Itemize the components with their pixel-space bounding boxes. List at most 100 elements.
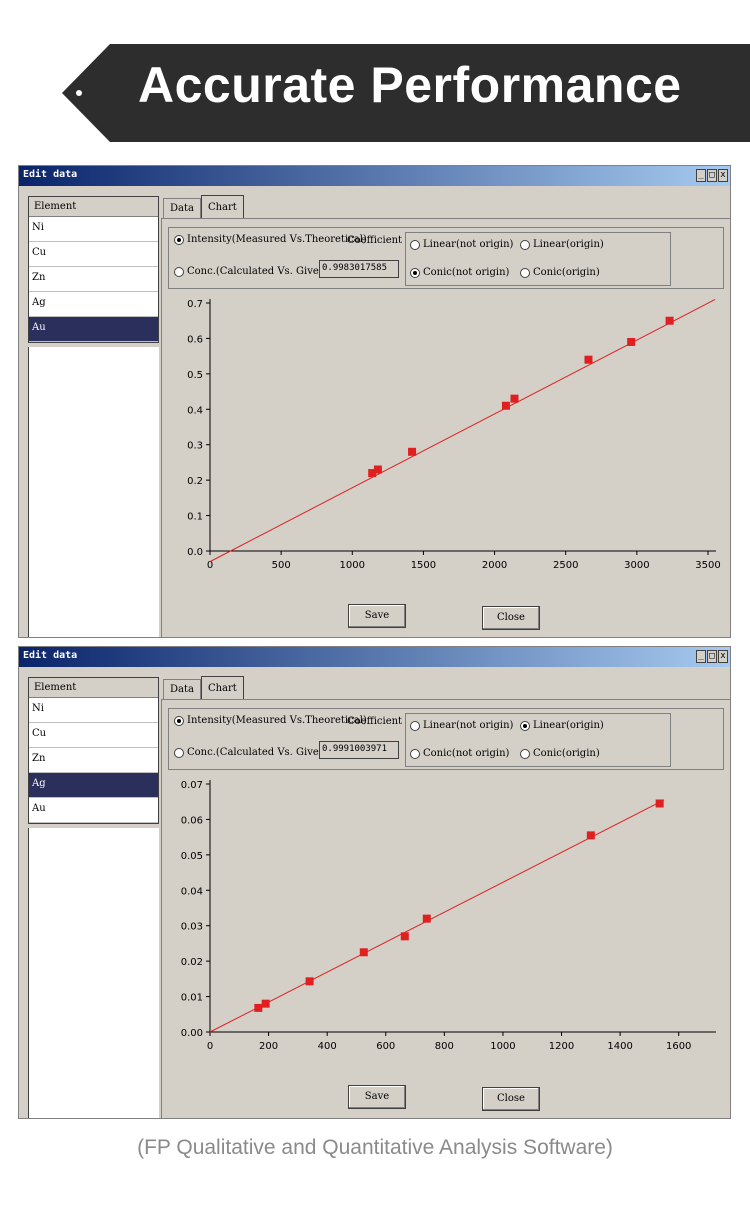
fit-options-group: Linear(not origin) Linear(origin) Conic(no…	[405, 713, 671, 767]
x-tick-label: 400	[318, 1041, 337, 1052]
element-list: Element Ni Cu Zn Ag Au	[28, 196, 159, 343]
edit-data-window: Edit data _ □ x Element Ni Cu Zn Ag Au Data Chart In…	[18, 646, 731, 1119]
x-tick-label: 800	[435, 1041, 454, 1052]
x-tick-label: 0	[207, 1041, 213, 1052]
y-tick-label: 0.7	[187, 299, 203, 310]
y-tick-label: 0.5	[187, 370, 203, 381]
maximize-button[interactable]: □	[707, 169, 717, 182]
coefficient-value: 0.9983017585	[319, 260, 399, 278]
minimize-button[interactable]: _	[696, 650, 706, 663]
y-tick-label: 0.4	[187, 405, 203, 416]
radio-icon	[520, 720, 530, 731]
x-tick-label: 1600	[666, 1041, 691, 1052]
chart-panel: Intensity(Measured Vs.Theoretical) Coeffi…	[161, 218, 731, 638]
close-button[interactable]: Close	[482, 1087, 540, 1111]
save-button[interactable]: Save	[348, 1085, 406, 1109]
element-list-empty-area	[28, 347, 159, 637]
title-bar[interactable]: Edit data _ □ x	[19, 166, 730, 186]
intensity-label: Intensity(Measured Vs.Theoretical)	[187, 715, 367, 726]
conc-radio[interactable]: Conc.(Calculated Vs. Given)	[174, 266, 329, 277]
x-tick-label: 2000	[482, 560, 507, 571]
element-row-ni[interactable]: Ni	[29, 698, 158, 723]
data-point	[501, 401, 510, 410]
data-point	[359, 948, 368, 957]
close-button[interactable]: Close	[482, 606, 540, 630]
fit-option-label: Conic(origin)	[533, 748, 600, 759]
conc-radio[interactable]: Conc.(Calculated Vs. Given)	[174, 747, 329, 758]
window-controls: _ □ x	[696, 169, 728, 182]
fit-option-2[interactable]: Conic(not origin)	[410, 748, 509, 759]
y-tick-label: 0.04	[181, 886, 203, 897]
intensity-label: Intensity(Measured Vs.Theoretical)	[187, 234, 367, 245]
element-row-cu[interactable]: Cu	[29, 723, 158, 748]
tab-data[interactable]: Data	[163, 679, 201, 699]
x-tick-label: 2500	[553, 560, 578, 571]
tab-data[interactable]: Data	[163, 198, 201, 218]
fit-option-3[interactable]: Conic(origin)	[520, 267, 600, 278]
fit-option-label: Linear(origin)	[533, 720, 604, 731]
coefficient-label: Coefficient	[347, 716, 403, 727]
y-tick-label: 0.6	[187, 334, 203, 345]
intensity-radio[interactable]: Intensity(Measured Vs.Theoretical)	[174, 234, 367, 245]
radio-icon	[174, 234, 184, 245]
x-tick-label: 1000	[340, 560, 365, 571]
intensity-radio[interactable]: Intensity(Measured Vs.Theoretical)	[174, 715, 367, 726]
conc-label: Conc.(Calculated Vs. Given)	[187, 266, 330, 277]
window-controls: _ □ x	[696, 650, 728, 663]
maximize-button[interactable]: □	[707, 650, 717, 663]
tab-bar: Data Chart	[163, 195, 244, 218]
tab-chart[interactable]: Chart	[200, 676, 244, 699]
fit-option-1[interactable]: Linear(origin)	[520, 239, 604, 250]
element-list: Element Ni Cu Zn Ag Au	[28, 677, 159, 824]
caption: (FP Qualitative and Quantitative Analysi…	[137, 1136, 613, 1159]
data-point	[408, 447, 417, 456]
y-tick-label: 0.05	[181, 851, 203, 862]
element-row-zn[interactable]: Zn	[29, 267, 158, 292]
fit-option-label: Conic(not origin)	[423, 748, 510, 759]
fit-option-1[interactable]: Linear(origin)	[520, 720, 604, 731]
fit-option-0[interactable]: Linear(not origin)	[410, 720, 513, 731]
tab-bar: Data Chart	[163, 676, 244, 699]
element-row-ni[interactable]: Ni	[29, 217, 158, 242]
banner-shape	[62, 44, 750, 142]
fit-option-0[interactable]: Linear(not origin)	[410, 239, 513, 250]
y-tick-label: 0.3	[187, 441, 203, 452]
data-point	[368, 469, 377, 478]
calibration-chart: 0.00 0.01 0.02 0.03 0.04 0.05 0.06 0.07 0 200 400 6…	[168, 776, 724, 1088]
fit-option-2[interactable]: Conic(not origin)	[410, 267, 509, 278]
element-row-cu[interactable]: Cu	[29, 242, 158, 267]
element-row-au[interactable]: Au	[29, 798, 158, 823]
data-point	[422, 914, 431, 923]
element-row-au[interactable]: Au	[29, 317, 158, 342]
minimize-button[interactable]: _	[696, 169, 706, 182]
fit-option-3[interactable]: Conic(origin)	[520, 748, 600, 759]
radio-icon	[174, 747, 184, 758]
chart-panel: Intensity(Measured Vs.Theoretical) Coeffi…	[161, 699, 731, 1119]
title-bar[interactable]: Edit data _ □ x	[19, 647, 730, 667]
chart-options: Intensity(Measured Vs.Theoretical) Coeffi…	[168, 708, 724, 770]
radio-icon	[174, 266, 184, 277]
data-point	[627, 337, 636, 346]
tab-chart[interactable]: Chart	[200, 195, 244, 218]
fit-line	[209, 799, 665, 1033]
radio-icon	[410, 748, 420, 759]
x-tick-label: 3000	[624, 560, 649, 571]
close-window-button[interactable]: x	[718, 169, 728, 182]
y-tick-label: 0.07	[181, 780, 203, 791]
data-point	[665, 316, 674, 325]
element-row-ag[interactable]: Ag	[29, 773, 158, 798]
close-window-button[interactable]: x	[718, 650, 728, 663]
element-row-ag[interactable]: Ag	[29, 292, 158, 317]
element-list-header: Element	[29, 197, 158, 217]
y-tick-label: 0.06	[181, 815, 203, 826]
y-tick-label: 0.1	[187, 512, 203, 523]
x-tick-label: 1200	[549, 1041, 574, 1052]
radio-icon	[520, 267, 530, 278]
element-row-zn[interactable]: Zn	[29, 748, 158, 773]
chart-svg: 0.00 0.01 0.02 0.03 0.04 0.05 0.06 0.07 0 200 400 6…	[181, 780, 716, 1052]
banner: Accurate Performance	[62, 44, 750, 142]
chart-options: Intensity(Measured Vs.Theoretical) Coeffi…	[168, 227, 724, 289]
radio-icon	[410, 239, 420, 250]
x-tick-label: 1000	[490, 1041, 515, 1052]
save-button[interactable]: Save	[348, 604, 406, 628]
